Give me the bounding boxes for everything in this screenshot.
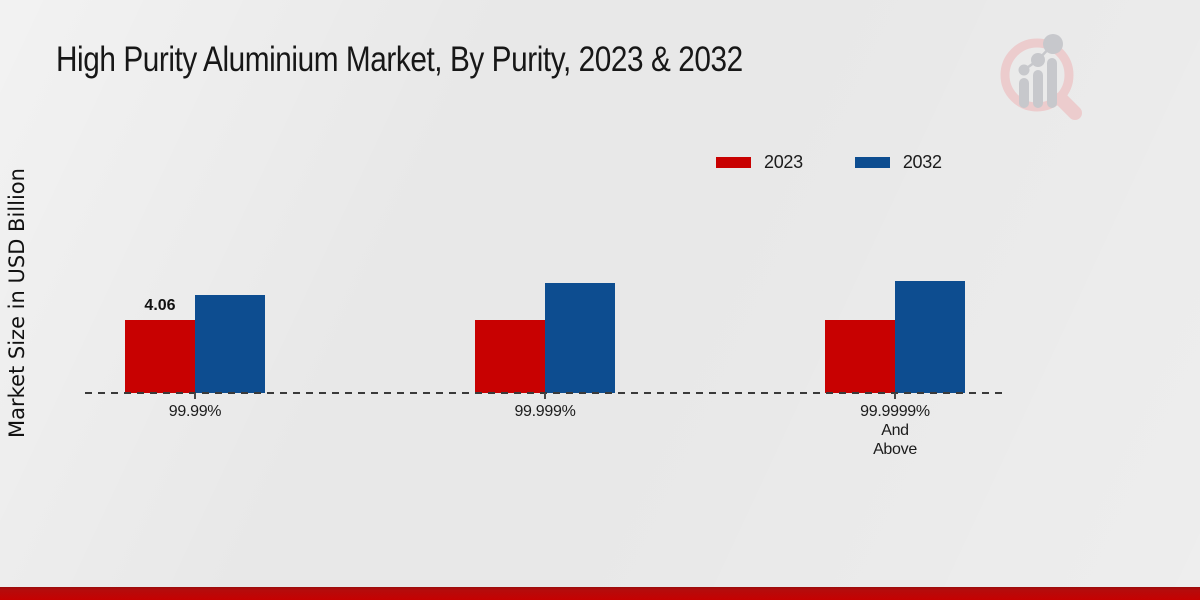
bar-2023-99.99% xyxy=(125,320,195,393)
x-axis-tick xyxy=(544,393,546,399)
x-axis-tick xyxy=(194,393,196,399)
mrfr-logo-watermark xyxy=(1000,34,1082,120)
legend-label-2023: 2023 xyxy=(764,152,803,172)
bar-value-label: 4.06 xyxy=(144,297,176,314)
bar-2032-99.9999% xyxy=(895,281,965,393)
legend-label-2032: 2032 xyxy=(902,152,942,172)
x-axis-baseline-dashed xyxy=(85,392,1007,394)
footer-red-bar xyxy=(0,587,1200,600)
legend-item-2032: 2032 xyxy=(854,152,942,173)
x-axis-category-label: 99.9999% And Above xyxy=(860,403,930,458)
bar-2032-99.999% xyxy=(545,283,615,393)
x-axis-tick xyxy=(894,393,896,399)
bar-chart-icon xyxy=(1018,34,1063,108)
legend-swatch-2032 xyxy=(854,157,890,168)
bar-2032-99.99% xyxy=(195,295,265,393)
legend-swatch-2023 xyxy=(716,157,751,168)
x-axis-category-label: 99.99% xyxy=(168,403,222,420)
legend-item-2023: 2023 xyxy=(716,152,803,173)
chart-title: High Purity Aluminium Market, By Purity,… xyxy=(56,40,743,79)
legend: 2023 2032 xyxy=(716,152,942,173)
x-axis-category-label: 99.999% xyxy=(514,403,576,420)
bar-2023-99.999% xyxy=(475,320,545,393)
bar-2023-99.9999% xyxy=(825,320,895,393)
